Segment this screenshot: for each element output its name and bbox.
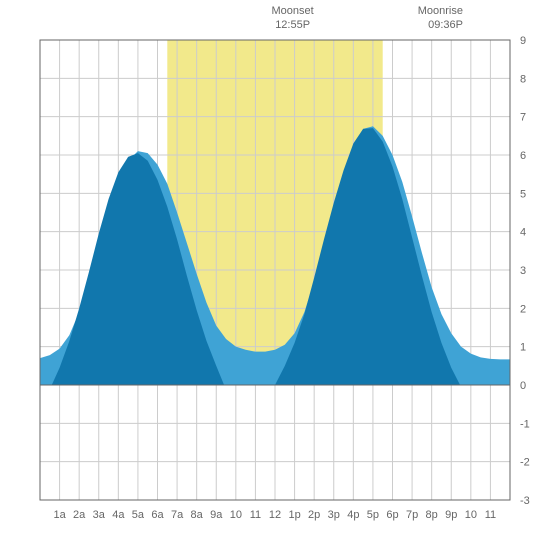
x-tick-label: 7a [171,509,184,521]
x-tick-label: 10 [465,509,477,521]
x-tick-label: 5p [367,509,379,521]
y-tick-label: 1 [520,342,526,354]
x-tick-label: 9a [210,509,223,521]
y-tick-label: -1 [520,418,530,430]
x-tick-label: 1a [53,509,66,521]
y-tick-label: 6 [520,150,526,162]
x-tick-label: 11 [485,509,496,521]
x-tick-label: 2a [73,509,86,521]
x-tick-label: 10 [230,509,242,521]
y-tick-label: -2 [520,457,530,469]
moon-event-time: 12:55P [275,19,310,31]
y-tick-label: 2 [520,303,526,315]
x-tick-label: 6a [151,509,164,521]
moon-event-time: 09:36P [428,19,463,31]
chart-svg: 1a2a3a4a5a6a7a8a9a1011121p2p3p4p5p6p7p8p… [0,0,550,550]
x-tick-label: 11 [250,509,261,521]
x-tick-label: 4p [347,509,359,521]
y-tick-label: 3 [520,265,526,277]
moon-event-title: Moonrise [418,5,463,17]
y-tick-label: 8 [520,73,526,85]
x-tick-label: 5a [132,509,145,521]
x-tick-label: 8p [426,509,438,521]
y-tick-label: 0 [520,380,526,392]
x-tick-label: 12 [269,509,281,521]
y-tick-label: 4 [520,227,526,239]
x-tick-label: 6p [386,509,398,521]
y-tick-label: 7 [520,112,526,124]
y-tick-label: 5 [520,188,526,200]
y-tick-label: 9 [520,35,526,47]
x-tick-label: 1p [288,509,300,521]
x-tick-label: 2p [308,509,320,521]
tide-chart: 1a2a3a4a5a6a7a8a9a1011121p2p3p4p5p6p7p8p… [0,0,550,550]
x-tick-label: 3a [93,509,106,521]
y-tick-label: -3 [520,495,530,507]
x-tick-label: 8a [191,509,204,521]
x-tick-label: 3p [328,509,340,521]
x-tick-label: 7p [406,509,418,521]
x-tick-label: 9p [445,509,457,521]
moon-event-title: Moonset [272,5,314,17]
x-tick-label: 4a [112,509,125,521]
